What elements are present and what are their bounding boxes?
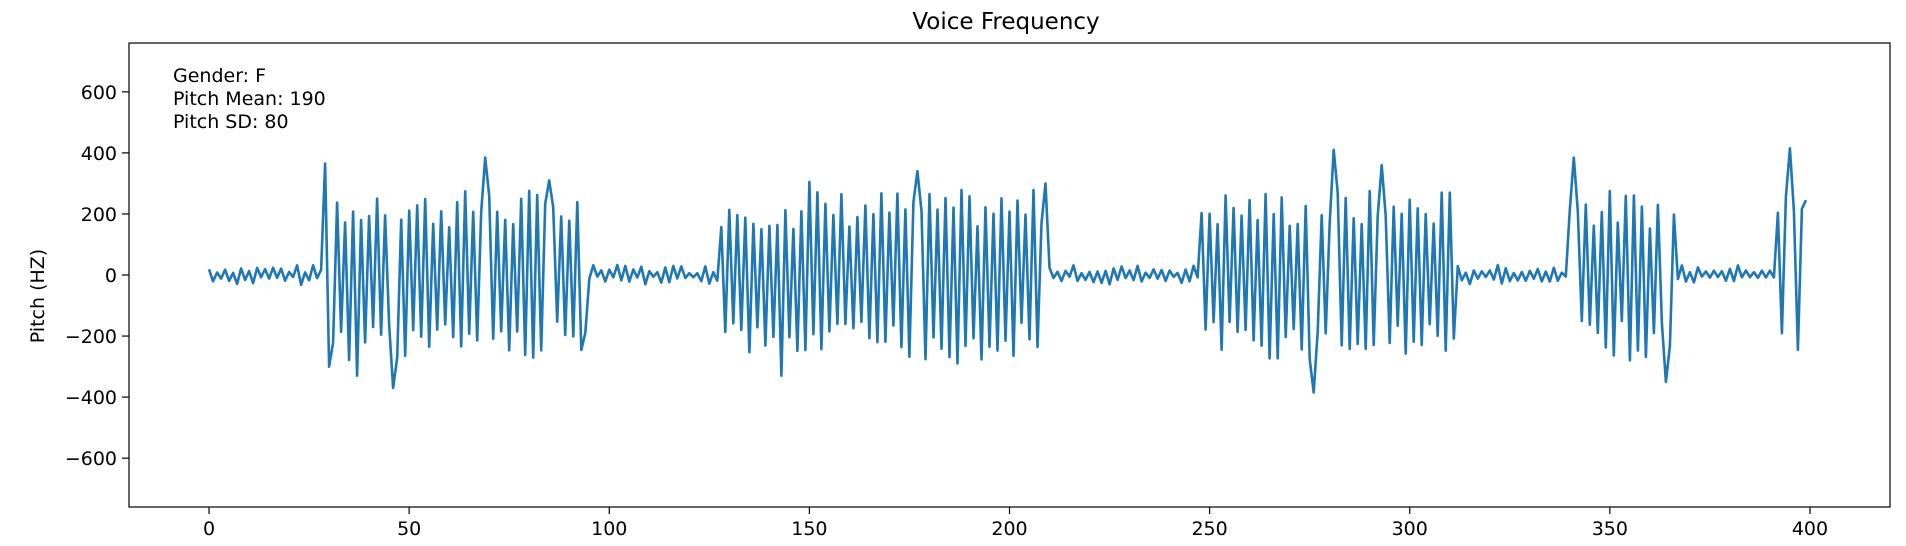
x-axis-ticks: 0 50 100 150 200 250 300 350 400 xyxy=(203,507,1828,540)
y-axis-ticks: −600 −400 −200 0 200 400 600 xyxy=(65,82,129,470)
annotation-pitch-mean: Pitch Mean: 190 xyxy=(173,88,326,110)
x-tick-label: 400 xyxy=(1792,518,1828,540)
x-tick-label: 50 xyxy=(397,518,421,540)
y-tick-label: 400 xyxy=(81,143,117,165)
y-tick-label: 200 xyxy=(81,204,117,226)
x-tick-label: 0 xyxy=(203,518,215,540)
x-tick-label: 250 xyxy=(1191,518,1227,540)
x-tick-label: 200 xyxy=(991,518,1027,540)
plot-frame xyxy=(128,42,1891,508)
y-tick-label: 0 xyxy=(105,265,117,287)
y-tick-label: −200 xyxy=(65,326,117,348)
x-tick-label: 300 xyxy=(1392,518,1428,540)
y-tick-label: 600 xyxy=(81,82,117,104)
y-axis-label: Pitch (HZ) xyxy=(27,249,49,343)
y-tick-label: −600 xyxy=(65,448,117,470)
annotation-box: Gender: F Pitch Mean: 190 Pitch SD: 80 xyxy=(173,65,326,133)
y-tick-label: −400 xyxy=(65,387,117,409)
annotation-pitch-sd: Pitch SD: 80 xyxy=(173,111,289,133)
x-tick-label: 100 xyxy=(591,518,627,540)
pitch-series-line xyxy=(207,147,1808,394)
x-tick-label: 350 xyxy=(1592,518,1628,540)
annotation-gender: Gender: F xyxy=(173,65,266,87)
x-tick-label: 150 xyxy=(791,518,827,540)
chart-title: Voice Frequency xyxy=(912,9,1099,35)
